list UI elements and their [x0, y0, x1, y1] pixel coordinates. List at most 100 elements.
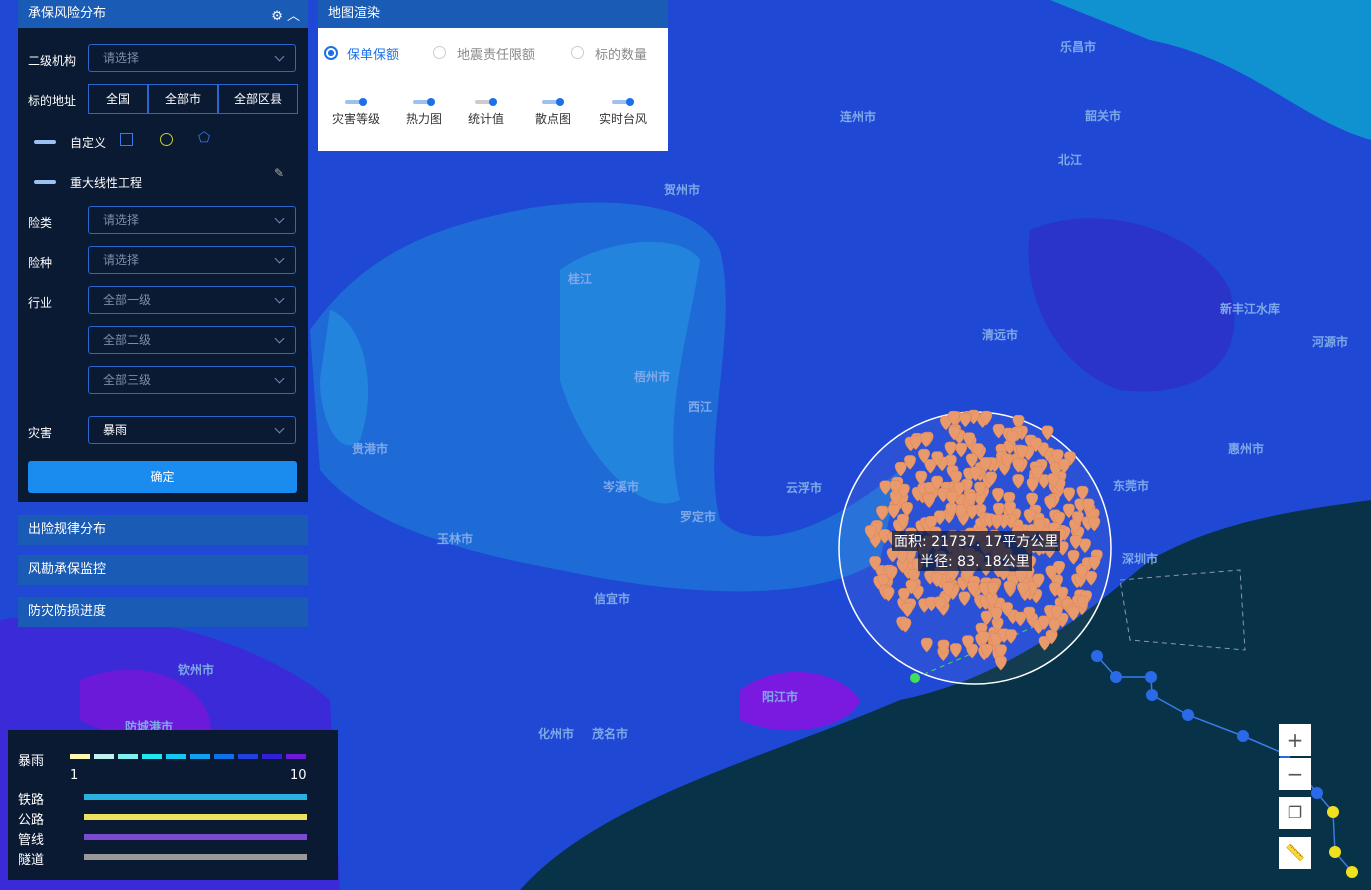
marker[interactable] — [991, 514, 1003, 530]
marker[interactable] — [931, 475, 944, 491]
collapsed-panel[interactable]: 风勘承保监控 — [18, 555, 308, 585]
marker[interactable] — [955, 442, 968, 458]
marker[interactable] — [1031, 465, 1044, 481]
toggle[interactable]: 统计值 — [456, 98, 516, 127]
marker[interactable] — [985, 471, 997, 487]
marker[interactable] — [937, 639, 950, 655]
marker[interactable] — [1082, 498, 1095, 514]
marker[interactable] — [1075, 564, 1088, 580]
marker[interactable] — [1026, 492, 1038, 508]
marker[interactable] — [882, 586, 895, 602]
marker[interactable] — [1067, 550, 1080, 565]
marker[interactable] — [1077, 595, 1089, 611]
marker[interactable] — [994, 655, 1007, 671]
toggle[interactable]: 实时台风 — [593, 98, 653, 127]
marker[interactable] — [992, 488, 1004, 503]
marker[interactable] — [1076, 485, 1089, 501]
panel-actions[interactable]: ⚙ ︿ — [271, 9, 300, 24]
marker[interactable] — [885, 566, 898, 581]
marker[interactable] — [967, 581, 980, 597]
marker[interactable] — [992, 502, 1005, 518]
marker[interactable] — [897, 513, 909, 529]
marker[interactable] — [990, 633, 1003, 648]
radio[interactable] — [571, 46, 584, 59]
marker[interactable] — [1044, 495, 1057, 511]
collapsed-panel[interactable]: 出险规律分布 — [18, 515, 308, 545]
marker[interactable] — [898, 483, 910, 499]
marker[interactable] — [1001, 602, 1013, 617]
marker[interactable] — [969, 466, 982, 482]
marker[interactable] — [901, 502, 913, 517]
marker[interactable] — [1048, 618, 1061, 634]
marker[interactable] — [879, 480, 892, 496]
marker[interactable] — [1026, 477, 1039, 493]
toggle[interactable]: 热力图 — [394, 98, 454, 127]
marker[interactable] — [1033, 518, 1046, 534]
measure-button[interactable]: 📏 — [1279, 837, 1311, 869]
layers-button[interactable]: ❐ — [1279, 797, 1311, 829]
class-select[interactable]: 请选择 — [88, 206, 296, 234]
marker[interactable] — [1063, 487, 1076, 503]
address-button[interactable]: 全部市 — [148, 84, 218, 114]
marker[interactable] — [1032, 573, 1045, 589]
radio[interactable] — [433, 46, 446, 59]
marker[interactable] — [894, 461, 907, 477]
marker[interactable] — [944, 441, 957, 457]
radio-label[interactable]: 地震责任限额 — [457, 48, 536, 63]
marker[interactable] — [920, 637, 933, 653]
marker[interactable] — [1088, 516, 1101, 532]
marker[interactable] — [1049, 462, 1062, 477]
marker[interactable] — [899, 618, 912, 633]
marker[interactable] — [1056, 586, 1069, 602]
marker[interactable] — [963, 432, 976, 447]
marker[interactable] — [931, 572, 943, 588]
rect-tool[interactable] — [120, 133, 133, 146]
marker[interactable] — [1023, 509, 1036, 524]
marker[interactable] — [955, 504, 968, 520]
radio[interactable] — [324, 46, 338, 60]
collapsed-panel[interactable]: 防灾防损进度 — [18, 597, 308, 627]
toggle[interactable] — [34, 140, 56, 144]
marker[interactable] — [1063, 503, 1075, 519]
marker[interactable] — [1003, 580, 1016, 596]
marker[interactable] — [1041, 425, 1054, 441]
marker[interactable] — [901, 602, 914, 618]
marker[interactable] — [924, 459, 937, 474]
marker[interactable] — [1067, 606, 1080, 622]
toggle[interactable]: 灾害等级 — [326, 98, 386, 127]
marker[interactable] — [949, 643, 962, 658]
marker[interactable] — [940, 415, 952, 431]
marker[interactable] — [1001, 453, 1014, 469]
type-select[interactable]: 请选择 — [88, 246, 296, 274]
address-button[interactable]: 全国 — [88, 84, 148, 114]
marker[interactable] — [995, 644, 1007, 659]
marker[interactable] — [972, 443, 984, 458]
marker[interactable] — [923, 493, 936, 509]
marker[interactable] — [974, 481, 986, 497]
marker[interactable] — [931, 451, 944, 466]
marker[interactable] — [1005, 629, 1017, 644]
marker[interactable] — [1038, 636, 1051, 651]
marker[interactable] — [905, 579, 918, 595]
marker[interactable] — [977, 631, 990, 646]
marker[interactable] — [950, 470, 963, 486]
marker[interactable] — [962, 635, 974, 650]
marker[interactable] — [958, 591, 971, 607]
marker[interactable] — [933, 596, 946, 612]
marker[interactable] — [1088, 556, 1101, 571]
marker[interactable] — [1014, 611, 1027, 627]
zoom-out[interactable]: − — [1279, 758, 1311, 790]
circle-tool[interactable] — [160, 133, 173, 146]
marker[interactable] — [942, 581, 955, 597]
marker[interactable] — [1069, 535, 1082, 550]
marker[interactable] — [887, 504, 900, 519]
radio-label[interactable]: 保单保额 — [347, 48, 400, 63]
marker[interactable] — [953, 481, 965, 497]
marker[interactable] — [964, 492, 977, 507]
address-button[interactable]: 全部区县 — [218, 84, 298, 114]
marker[interactable] — [980, 410, 993, 426]
marker[interactable] — [1071, 511, 1084, 526]
marker[interactable] — [947, 410, 960, 426]
marker[interactable] — [1016, 445, 1028, 460]
marker[interactable] — [1006, 430, 1019, 446]
